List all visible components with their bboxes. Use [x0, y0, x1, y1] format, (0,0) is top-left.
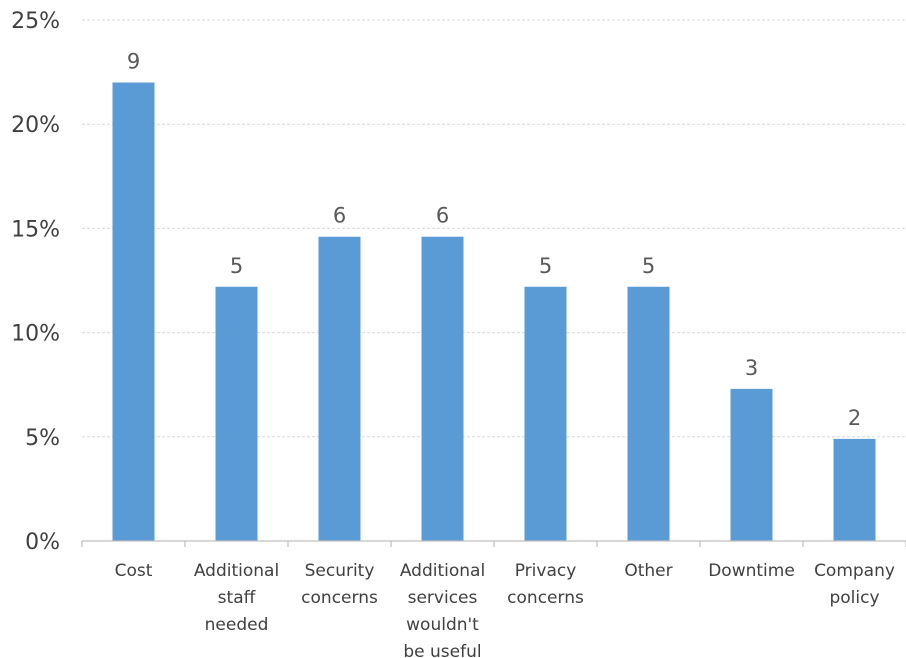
- bar: [627, 286, 670, 541]
- category-label-line: staff: [218, 588, 257, 608]
- bar: [215, 286, 258, 541]
- bar: [730, 388, 773, 541]
- x-axis: [81, 540, 906, 547]
- category-label: Privacy concerns: [507, 561, 584, 608]
- category-label: Downtime: [708, 561, 795, 581]
- category-label-line: concerns: [301, 588, 378, 608]
- category-label: Additional staff needed: [194, 561, 279, 635]
- data-label: 5: [539, 254, 552, 278]
- bar: [524, 286, 567, 541]
- category-label: Security concerns: [301, 561, 378, 608]
- category-label-line: policy: [829, 588, 879, 608]
- category-label: Additional services wouldn't be useful: [400, 561, 485, 658]
- data-label: 2: [848, 406, 861, 430]
- category-label-line: Security: [305, 561, 375, 581]
- category-label-line: Privacy: [515, 561, 577, 581]
- y-axis-tick-labels: 0% 5% 10% 15% 20% 25%: [11, 9, 60, 555]
- category-label-line: concerns: [507, 588, 584, 608]
- data-label: 6: [333, 204, 346, 228]
- category-label-line: Company: [814, 561, 895, 581]
- category-label: Cost: [115, 561, 153, 581]
- y-tick-label: 5%: [25, 426, 60, 451]
- y-tick-label: 10%: [11, 322, 60, 347]
- category-label-line: services: [408, 588, 478, 608]
- category-label-line: wouldn't: [406, 615, 479, 635]
- bar: [112, 82, 155, 542]
- bar: [421, 236, 464, 541]
- gridlines: [82, 19, 906, 438]
- category-label-line: Additional: [194, 561, 279, 581]
- y-tick-label: 20%: [11, 113, 60, 138]
- y-tick-label: 15%: [11, 217, 60, 242]
- bars: [112, 82, 876, 542]
- data-labels: 9 5 6 6 5 5 3 2: [127, 50, 861, 430]
- category-label: Other: [624, 561, 672, 581]
- category-label-line: be useful: [403, 642, 481, 658]
- category-label-line: Other: [624, 561, 672, 581]
- data-label: 6: [436, 204, 449, 228]
- data-label: 3: [745, 356, 758, 380]
- bar: [833, 438, 876, 541]
- category-label-line: needed: [205, 615, 269, 635]
- category-label-line: Cost: [115, 561, 153, 581]
- data-label: 5: [642, 254, 655, 278]
- category-label-line: Additional: [400, 561, 485, 581]
- y-tick-label: 25%: [11, 9, 60, 34]
- y-tick-label: 0%: [25, 530, 60, 555]
- category-labels: Cost Additional staff needed Security concern…: [115, 561, 895, 658]
- data-label: 9: [127, 50, 140, 74]
- bar: [318, 236, 361, 541]
- category-label: Company policy: [814, 561, 895, 608]
- category-label-line: Downtime: [708, 561, 795, 581]
- data-label: 5: [230, 254, 243, 278]
